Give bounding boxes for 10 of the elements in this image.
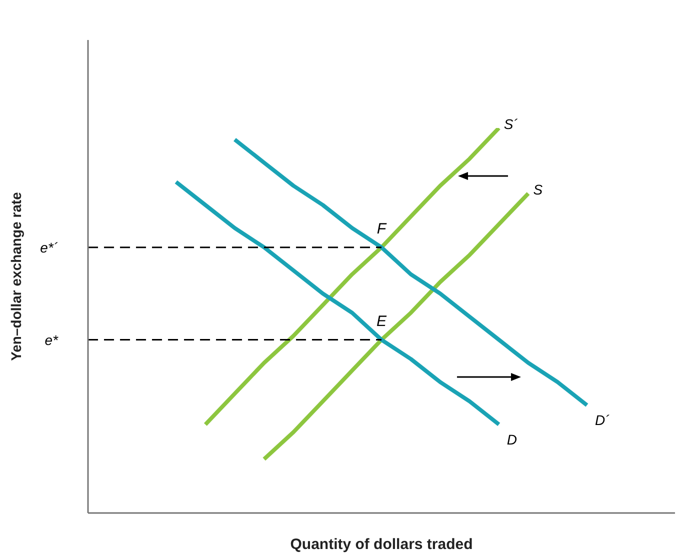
x-axis-title: Quantity of dollars traded: [290, 536, 473, 553]
series-label: S´: [504, 116, 518, 132]
series-label: D: [506, 431, 518, 448]
text: e*´: [40, 239, 58, 256]
annotation: F: [376, 220, 387, 238]
annotation: E: [376, 312, 388, 330]
y-axis-title: Yen–dollar exchange rate: [8, 192, 24, 361]
series-label: D´: [594, 412, 610, 428]
series-label: S: [533, 181, 544, 198]
text: e*: [44, 332, 59, 348]
